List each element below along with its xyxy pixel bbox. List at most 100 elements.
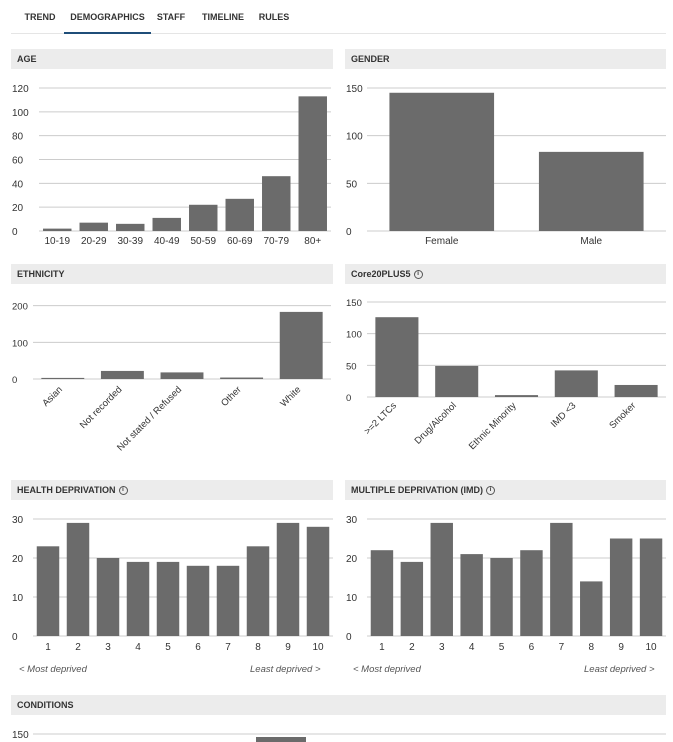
chart-svg: 0 10 20 30 1 2 3 4 5 6 7 8 9 10 [12,515,333,653]
health-most-deprived-note: < Most deprived [19,664,87,675]
y-tick-label: 100 [12,108,29,119]
chart-svg: 150 [12,730,666,741]
x-tick-label: 80+ [304,236,321,247]
x-tick-label: Not recorded [78,384,125,431]
section-header-age: AGE [11,49,333,69]
y-tick-label: 30 [12,515,24,526]
info-icon[interactable]: i [118,486,128,496]
bar-1[interactable] [36,546,60,636]
bar-other[interactable] [220,377,264,379]
bar-ethnic-minority[interactable] [494,395,539,397]
bar--2-ltcs[interactable] [375,317,419,397]
bar-9[interactable] [609,538,633,637]
x-tick-label: Smoker [607,400,638,431]
bar-not-recorded[interactable] [100,370,144,379]
x-tick-label: 70-79 [263,236,289,247]
bar-50-59[interactable] [189,204,218,231]
bar-3[interactable] [430,522,453,636]
y-tick-label: 100 [346,330,362,341]
bar-10-19[interactable] [43,228,72,231]
bar-70-79[interactable] [262,176,291,231]
x-tick-label: Other [219,384,244,409]
info-icon[interactable]: i [486,486,495,496]
x-tick-label: Drug/Alcohol [413,400,459,446]
bar-30-39[interactable] [116,223,145,231]
conditions-partial-bar [256,737,306,742]
bar-asian[interactable] [41,377,85,379]
y-tick-label: 0 [12,227,18,238]
x-tick-label: Ethnic Minority [467,400,519,452]
bar-white[interactable] [279,311,323,379]
bar-20-29[interactable] [79,222,108,231]
section-header-health: HEALTH DEPRIVATION i [11,480,333,500]
bar-7[interactable] [216,565,240,636]
section-title-health: HEALTH DEPRIVATION [17,485,116,495]
section-title-age: AGE [17,54,37,64]
bar-4[interactable] [460,554,483,636]
tab-demographics[interactable]: DEMOGRAPHICS [64,0,151,34]
y-tick-label: 0 [346,393,351,404]
y-tick-label: 0 [12,632,18,643]
x-tick-label: 60-69 [227,236,253,247]
bar-8[interactable] [580,581,603,636]
x-tick-label: 20-29 [81,236,107,247]
y-tick-label: 20 [12,554,24,565]
bar-9[interactable] [276,522,300,636]
x-tick-label: 5 [499,642,505,653]
bar-10[interactable] [639,538,663,637]
bar-drug-alcohol[interactable] [435,365,479,397]
section-header-imd: MULTIPLE DEPRIVATION (IMD) i [345,480,666,500]
bar-60-69[interactable] [225,198,254,231]
bar-4[interactable] [126,561,150,636]
tab-trend[interactable]: TREND [24,12,56,22]
bar-not-stated-refused[interactable] [160,372,204,379]
bar-7[interactable] [550,522,573,636]
x-tick-label: White [278,384,303,409]
x-tick-label: 8 [588,642,594,653]
x-tick-label: Not stated / Refused [115,384,184,453]
x-tick-label: 50-59 [190,236,216,247]
x-tick-label: 1 [379,642,385,653]
chart-svg: 0 50 100 150 Female Male [346,84,666,247]
chart-age: 0 20 40 60 80 100 120 10-19 20-29 30-39 40-49 50-59… [11,78,333,254]
tab-rules[interactable]: RULES [258,12,290,22]
y-tick-label: 150 [346,298,362,309]
bar-5[interactable] [156,561,180,636]
bar-2[interactable] [66,522,90,636]
section-header-ethnicity: ETHNICITY [11,264,333,284]
bar-5[interactable] [490,558,513,636]
bar-female[interactable] [389,92,495,231]
info-icon[interactable]: i [413,270,423,280]
bar-10[interactable] [306,526,330,636]
bar-6[interactable] [520,550,543,636]
y-tick-label: 0 [12,375,17,386]
y-tick-label: 0 [346,632,352,643]
x-tick-label: 40-49 [154,236,180,247]
section-header-conditions: CONDITIONS [11,695,666,715]
tab-timeline[interactable]: TIMELINE [202,12,244,22]
x-tick-label: 10 [645,642,657,653]
bar-2[interactable] [400,561,424,636]
bar-8[interactable] [246,546,270,636]
x-tick-label: 7 [559,642,565,653]
health-least-deprived-note: Least deprived > [250,664,321,675]
bar-imd-3[interactable] [554,370,598,397]
bar-40-49[interactable] [152,217,181,231]
tab-staff[interactable]: STAFF [156,12,186,22]
y-tick-label: 150 [346,84,363,95]
x-tick-label: Asian [40,384,65,409]
bar-smoker[interactable] [614,384,658,397]
x-tick-label: 4 [469,642,475,653]
bar-male[interactable] [538,151,644,231]
y-tick-label: 120 [12,84,29,95]
x-tick-label: Male [580,236,602,247]
x-tick-label: >=2 LTCs [362,400,399,437]
x-tick-label: 1 [45,642,51,653]
chart-ethnicity: 0 100 200 Asian Not recorded Not stated / Ref… [11,292,333,462]
bar-1[interactable] [370,550,394,636]
bar-6[interactable] [186,565,210,636]
imd-least-deprived-note: Least deprived > [584,664,655,675]
bar-80-[interactable] [298,96,327,231]
bar-3[interactable] [96,558,120,636]
